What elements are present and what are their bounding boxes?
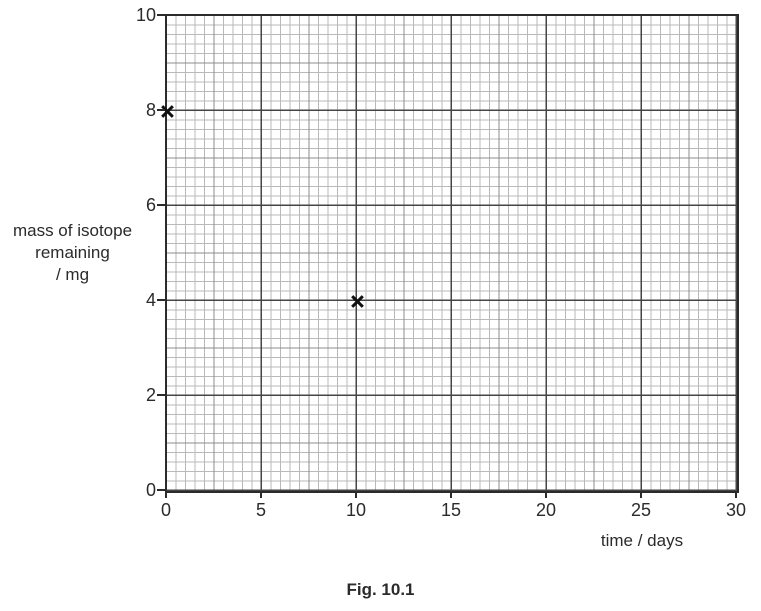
y-axis-tick xyxy=(157,394,165,396)
y-axis-title-line: mass of isotope xyxy=(12,221,133,240)
x-tick-label: 30 xyxy=(725,500,747,520)
y-tick-label: 2 xyxy=(145,385,156,405)
y-tick-label: 8 xyxy=(145,100,156,120)
data-point-marker xyxy=(160,104,175,119)
y-axis-tick xyxy=(157,109,165,111)
y-axis-tick xyxy=(157,14,165,16)
y-tick-label: 10 xyxy=(135,5,156,25)
x-tick-label: 15 xyxy=(440,500,462,520)
y-tick-label: 6 xyxy=(145,195,156,215)
x-axis-tick xyxy=(165,491,167,498)
x-axis-tick xyxy=(640,491,642,498)
y-tick-label: 0 xyxy=(145,480,156,500)
y-axis-tick xyxy=(157,489,165,491)
x-axis-tick xyxy=(355,491,357,498)
x-axis-tick xyxy=(260,491,262,498)
x-axis-tick xyxy=(735,491,737,498)
plot-area xyxy=(165,14,739,493)
x-tick-label: 0 xyxy=(160,500,171,520)
y-axis-tick xyxy=(157,204,165,206)
y-axis-tick xyxy=(157,299,165,301)
x-axis-title: time / days xyxy=(600,531,684,550)
x-tick-label: 10 xyxy=(345,500,367,520)
x-axis-tick xyxy=(545,491,547,498)
x-tick-label: 5 xyxy=(255,500,266,520)
y-tick-label: 4 xyxy=(145,290,156,310)
y-axis-title-line: remaining xyxy=(35,243,110,262)
y-axis-title-line: / mg xyxy=(55,265,90,284)
figure-caption: Fig. 10.1 xyxy=(346,580,415,599)
x-tick-label: 20 xyxy=(535,500,557,520)
x-axis-tick xyxy=(450,491,452,498)
x-tick-label: 25 xyxy=(630,500,652,520)
y-axis-title: mass of isotope remaining / mg xyxy=(0,220,145,286)
data-point-marker xyxy=(350,294,365,309)
